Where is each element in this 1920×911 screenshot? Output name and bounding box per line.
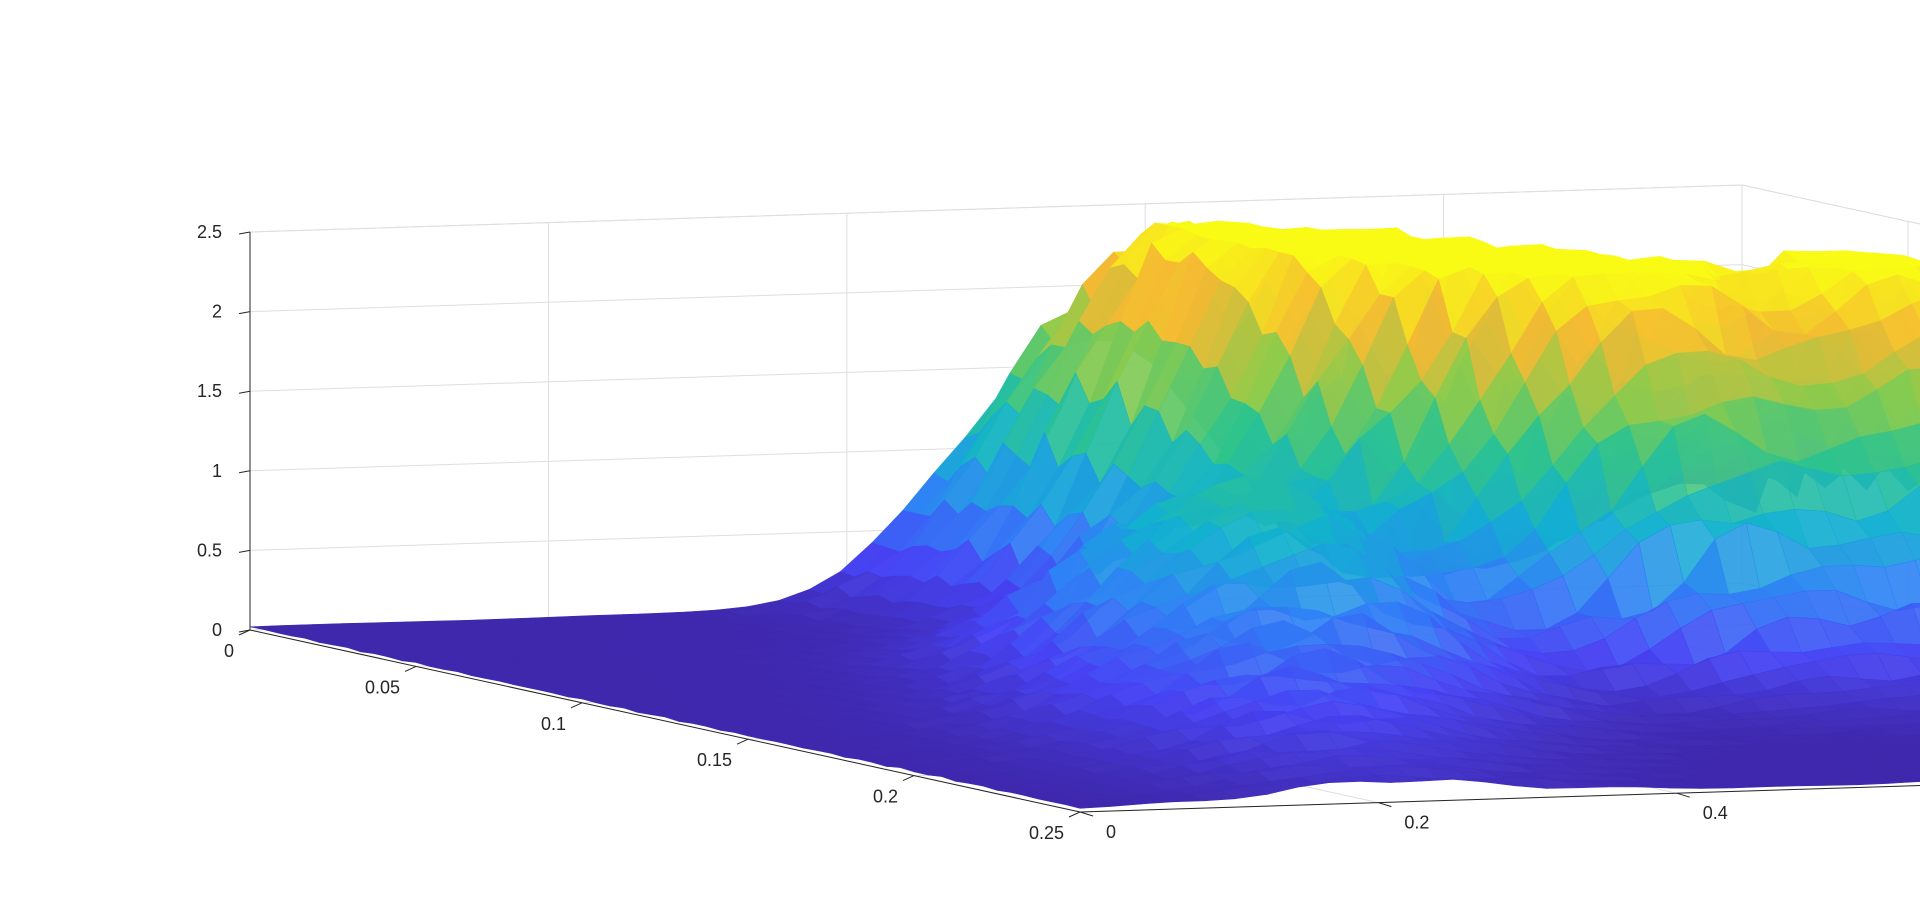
y-tick-label: 0.4 (1703, 803, 1728, 823)
y-tick-mark (1676, 792, 1690, 798)
y-tick-mark (1378, 802, 1392, 808)
z-tick-label: 1.5 (197, 381, 222, 401)
x-axis-line (249, 629, 1081, 813)
y-tick-label: 0 (1106, 822, 1116, 842)
x-tick-label: 0 (224, 641, 234, 661)
x-tick-label: 0.1 (541, 714, 566, 734)
surface-patch (1066, 803, 1112, 809)
axes: 00.050.10.150.20.2500.20.40.60.8100.511.… (197, 222, 1920, 843)
z-tick-label: 0.5 (197, 540, 222, 560)
z-tick-label: 2.5 (197, 222, 222, 242)
z-tick-label: 1 (212, 461, 222, 481)
z-tick-label: 2 (212, 302, 222, 322)
y-tick-label: 0.2 (1404, 813, 1429, 833)
z-tick-mark (238, 470, 251, 474)
x-tick-mark (570, 702, 583, 709)
y-tick-mark (1079, 811, 1094, 817)
x-tick-label: 0.25 (1029, 823, 1064, 843)
surface-patch (1911, 300, 1920, 323)
x-tick-mark (404, 665, 417, 672)
x-tick-label: 0.05 (365, 677, 400, 697)
x-tick-label: 0.2 (873, 787, 898, 807)
x-tick-mark (902, 775, 915, 782)
z-tick-mark (238, 629, 251, 633)
z-tick-mark (238, 549, 251, 553)
surface-mesh (249, 220, 1920, 809)
z-tick-mark (238, 390, 251, 394)
x-tick-mark (1068, 811, 1081, 818)
z-tick-mark (238, 311, 251, 315)
x-tick-label: 0.15 (697, 750, 732, 770)
y-axis-line (1079, 785, 1920, 813)
z-tick-label: 0 (212, 620, 222, 640)
z-tick-mark (238, 231, 251, 235)
x-tick-mark (736, 738, 749, 745)
